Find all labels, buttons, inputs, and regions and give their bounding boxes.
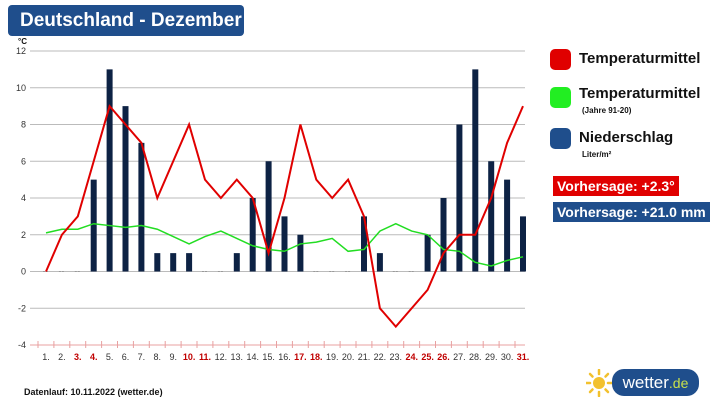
precip-bar <box>281 216 288 272</box>
precip-bar <box>154 253 161 272</box>
x-tick-label: 21. <box>358 352 371 362</box>
x-tick-label: 28. <box>469 352 482 362</box>
x-tick-label: 10. <box>183 352 196 362</box>
legend-swatch-blue <box>550 128 571 149</box>
x-tick-label: 17. <box>294 352 307 362</box>
precip-bar <box>265 161 272 272</box>
forecast-precip-badge: Vorhersage: +21.0 mm <box>553 202 710 222</box>
x-tick-label: 13. <box>231 352 244 362</box>
x-tick-label: 22. <box>374 352 387 362</box>
precip-bar <box>297 234 304 272</box>
x-tick-label: 30. <box>501 352 514 362</box>
precip-bar <box>122 106 129 272</box>
x-tick-label: 7. <box>138 352 146 362</box>
precip-bar <box>233 253 240 272</box>
precip-bar <box>488 161 495 272</box>
precip-bar <box>424 234 431 272</box>
x-tick-label: 19. <box>326 352 339 362</box>
forecast-temp-badge: Vorhersage: +2.3° <box>553 176 679 196</box>
x-tick-label: 20. <box>342 352 355 362</box>
x-tick-label: 18. <box>310 352 323 362</box>
x-tick-label: 11. <box>199 352 211 362</box>
precip-bar <box>106 69 113 272</box>
y-tick-label: 10 <box>16 83 26 93</box>
precip-bar <box>456 124 463 272</box>
legend-label: Niederschlag <box>579 129 674 146</box>
precip-bar <box>472 69 479 272</box>
x-tick-label: 9. <box>169 352 177 362</box>
x-tick-label: 31. <box>517 352 530 362</box>
x-tick-label: 4. <box>90 352 98 362</box>
footer-data-run: Datenlauf: 10.11.2022 (wetter.de) <box>24 387 163 397</box>
precip-bar <box>376 253 383 272</box>
y-tick-label: 0 <box>21 267 26 277</box>
y-tick-label: 12 <box>16 46 26 56</box>
legend-label: Temperaturmittel <box>579 50 701 67</box>
precip-bar <box>138 142 145 272</box>
x-tick-label: 2. <box>58 352 66 362</box>
x-tick-label: 5. <box>106 352 114 362</box>
x-tick-label: 29. <box>485 352 498 362</box>
x-tick-label: 27. <box>453 352 466 362</box>
legend-sublabel: (Jahre 91-20) <box>582 106 632 115</box>
logo-text: wetter.de <box>612 369 699 396</box>
x-tick-label: 1. <box>42 352 50 362</box>
x-tick-label: 15. <box>262 352 275 362</box>
x-tick-label: 12. <box>215 352 228 362</box>
y-tick-label: 4 <box>21 193 26 203</box>
normal-temperature-line <box>45 222 524 267</box>
precip-bar <box>186 253 193 272</box>
legend-sublabel: Liter/m² <box>582 150 612 159</box>
x-tick-label: 16. <box>278 352 291 362</box>
y-tick-label: 8 <box>21 120 26 130</box>
precip-bar <box>361 216 367 272</box>
y-tick-label: 2 <box>21 230 26 240</box>
y-tick-label: -2 <box>18 303 26 313</box>
y-tick-label: 6 <box>21 156 26 166</box>
x-tick-label: 24. <box>405 352 418 362</box>
precip-bar <box>520 216 526 272</box>
legend-swatch-green <box>550 87 571 108</box>
temperature-line <box>45 104 524 329</box>
x-tick-label: 25. <box>421 352 434 362</box>
y-tick-label: -4 <box>18 340 26 350</box>
precip-bar <box>249 198 256 272</box>
precip-bar <box>90 179 97 272</box>
x-tick-label: 8. <box>154 352 162 362</box>
sun-icon <box>586 369 614 397</box>
chart-title: Deutschland - Dezember <box>8 5 244 36</box>
x-tick-label: 14. <box>246 352 259 362</box>
x-tick-label: 6. <box>122 352 130 362</box>
precip-bar <box>504 179 511 272</box>
y-axis-label: °C <box>18 37 27 46</box>
x-tick-label: 23. <box>390 352 403 362</box>
x-tick-label: 3. <box>74 352 82 362</box>
precip-bar <box>170 253 177 272</box>
legend-label: Temperaturmittel <box>579 85 701 102</box>
x-tick-label: 26. <box>437 352 450 362</box>
legend-swatch-red <box>550 49 571 70</box>
precip-bar <box>440 198 447 272</box>
